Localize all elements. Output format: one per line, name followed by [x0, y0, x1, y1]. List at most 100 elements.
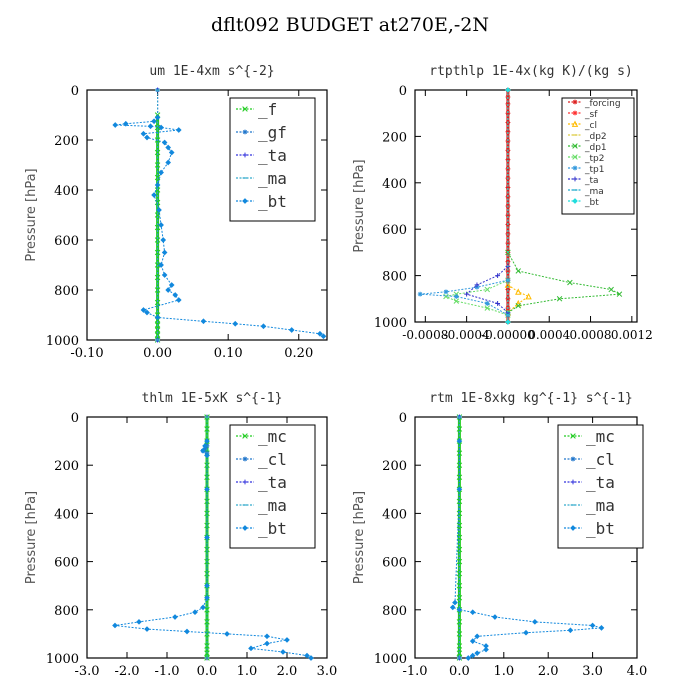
legend-marker — [572, 110, 578, 116]
data-point — [160, 237, 167, 243]
data-point — [288, 327, 295, 333]
data-point — [204, 594, 210, 601]
legend-label: _sf — [584, 110, 598, 120]
x-tick-label: -0.10 — [70, 346, 103, 361]
data-point — [505, 319, 511, 325]
data-point — [284, 637, 290, 643]
legend-label: _ta — [258, 146, 287, 165]
data-point — [453, 298, 460, 304]
data-point — [532, 619, 538, 625]
data-point — [200, 447, 206, 454]
legend-box — [557, 424, 644, 549]
data-point — [154, 237, 161, 243]
data-point — [204, 534, 210, 541]
y-tick-label: 200 — [382, 130, 407, 145]
y-tick-label: 800 — [382, 604, 407, 619]
series-bt — [449, 438, 605, 661]
data-point — [140, 130, 147, 137]
data-point — [161, 139, 168, 146]
data-point — [112, 622, 118, 629]
data-point — [154, 114, 161, 121]
chart-panel-3: thlm 1E-5xK s^{-1} Pressure [hPa] 0 200 400 6… — [24, 391, 337, 679]
data-point — [456, 570, 463, 577]
legend-label: _bt — [586, 519, 615, 538]
data-point — [192, 609, 198, 616]
data-point — [200, 604, 206, 611]
legend-label: _dp2 — [584, 132, 607, 142]
x-tick-label: -0.0004 — [444, 328, 490, 342]
data-point — [453, 294, 459, 299]
data-point — [172, 614, 178, 620]
data-point — [158, 169, 164, 176]
y-tick-label: 800 — [382, 270, 407, 285]
data-point — [144, 134, 150, 141]
x-tick-label: 0.00 — [143, 346, 172, 361]
x-tick-label: -1.0 — [154, 664, 179, 679]
data-point — [456, 606, 463, 613]
panel-title: rtpthlp 1E-4x(kg K)/(kg s) — [429, 64, 633, 79]
legend-marker — [570, 433, 576, 439]
data-point — [456, 462, 463, 468]
x-tick-label: 3.0 — [317, 664, 338, 679]
legend-marker — [570, 525, 576, 531]
data-point — [158, 222, 164, 228]
legend-label: _bt — [584, 198, 599, 208]
data-point — [505, 110, 511, 116]
y-tick-label: 400 — [54, 507, 79, 522]
legend-label: _ma — [584, 187, 604, 197]
data-point — [495, 301, 501, 306]
legend-label: _ma — [258, 496, 287, 515]
x-tick-label: 0.0 — [449, 664, 470, 679]
data-point — [474, 633, 480, 640]
series-ma — [457, 416, 462, 659]
data-point — [465, 655, 472, 661]
legend-label: _cl — [584, 121, 597, 131]
data-point — [308, 655, 314, 661]
y-tick-label: 0 — [71, 84, 79, 99]
data-point — [505, 129, 511, 135]
x-tick-label: -2.0 — [114, 664, 139, 679]
legend-marker — [242, 198, 248, 204]
legend-marker — [570, 456, 576, 462]
data-point — [456, 594, 463, 601]
data-point — [483, 646, 489, 653]
data-point — [456, 631, 463, 637]
data-point — [158, 124, 164, 131]
y-tick-label: 600 — [54, 234, 79, 249]
y-tick-label: 400 — [382, 507, 407, 522]
legend-marker — [242, 152, 248, 158]
data-point — [158, 262, 164, 268]
data-point — [112, 122, 119, 128]
series-line — [507, 252, 622, 314]
data-point — [505, 138, 511, 144]
data-point — [515, 288, 522, 295]
legend-label: _ta — [258, 473, 287, 492]
data-point — [449, 604, 456, 611]
data-point — [175, 297, 182, 303]
y-tick-label: 1000 — [374, 652, 407, 667]
data-point — [304, 652, 310, 659]
y-tick-label: 1000 — [46, 652, 79, 667]
x-tick-label: 0.20 — [284, 346, 313, 361]
data-point — [505, 268, 511, 274]
data-point — [204, 546, 210, 553]
x-tick-label: 1.0 — [237, 664, 258, 679]
data-point — [417, 291, 423, 297]
data-point — [154, 182, 161, 188]
x-tick-label: -0.00000 — [481, 328, 535, 342]
data-point — [260, 323, 267, 330]
data-point — [140, 307, 147, 313]
legend-label: _ma — [258, 169, 287, 188]
data-point — [452, 599, 458, 606]
data-point — [151, 192, 157, 198]
legend-marker — [242, 456, 248, 462]
y-axis-label: Pressure [hPa] — [24, 168, 39, 261]
y-tick-label: 600 — [382, 556, 407, 571]
data-point — [556, 296, 563, 302]
data-point — [515, 268, 522, 274]
data-point — [505, 185, 511, 190]
data-point — [474, 282, 480, 288]
chart-panel-4: rtm 1E-8xkg kg^{-1} s^{-1} Pressure [hPa]… — [352, 391, 647, 679]
data-point — [456, 438, 463, 444]
series-line — [507, 284, 530, 314]
